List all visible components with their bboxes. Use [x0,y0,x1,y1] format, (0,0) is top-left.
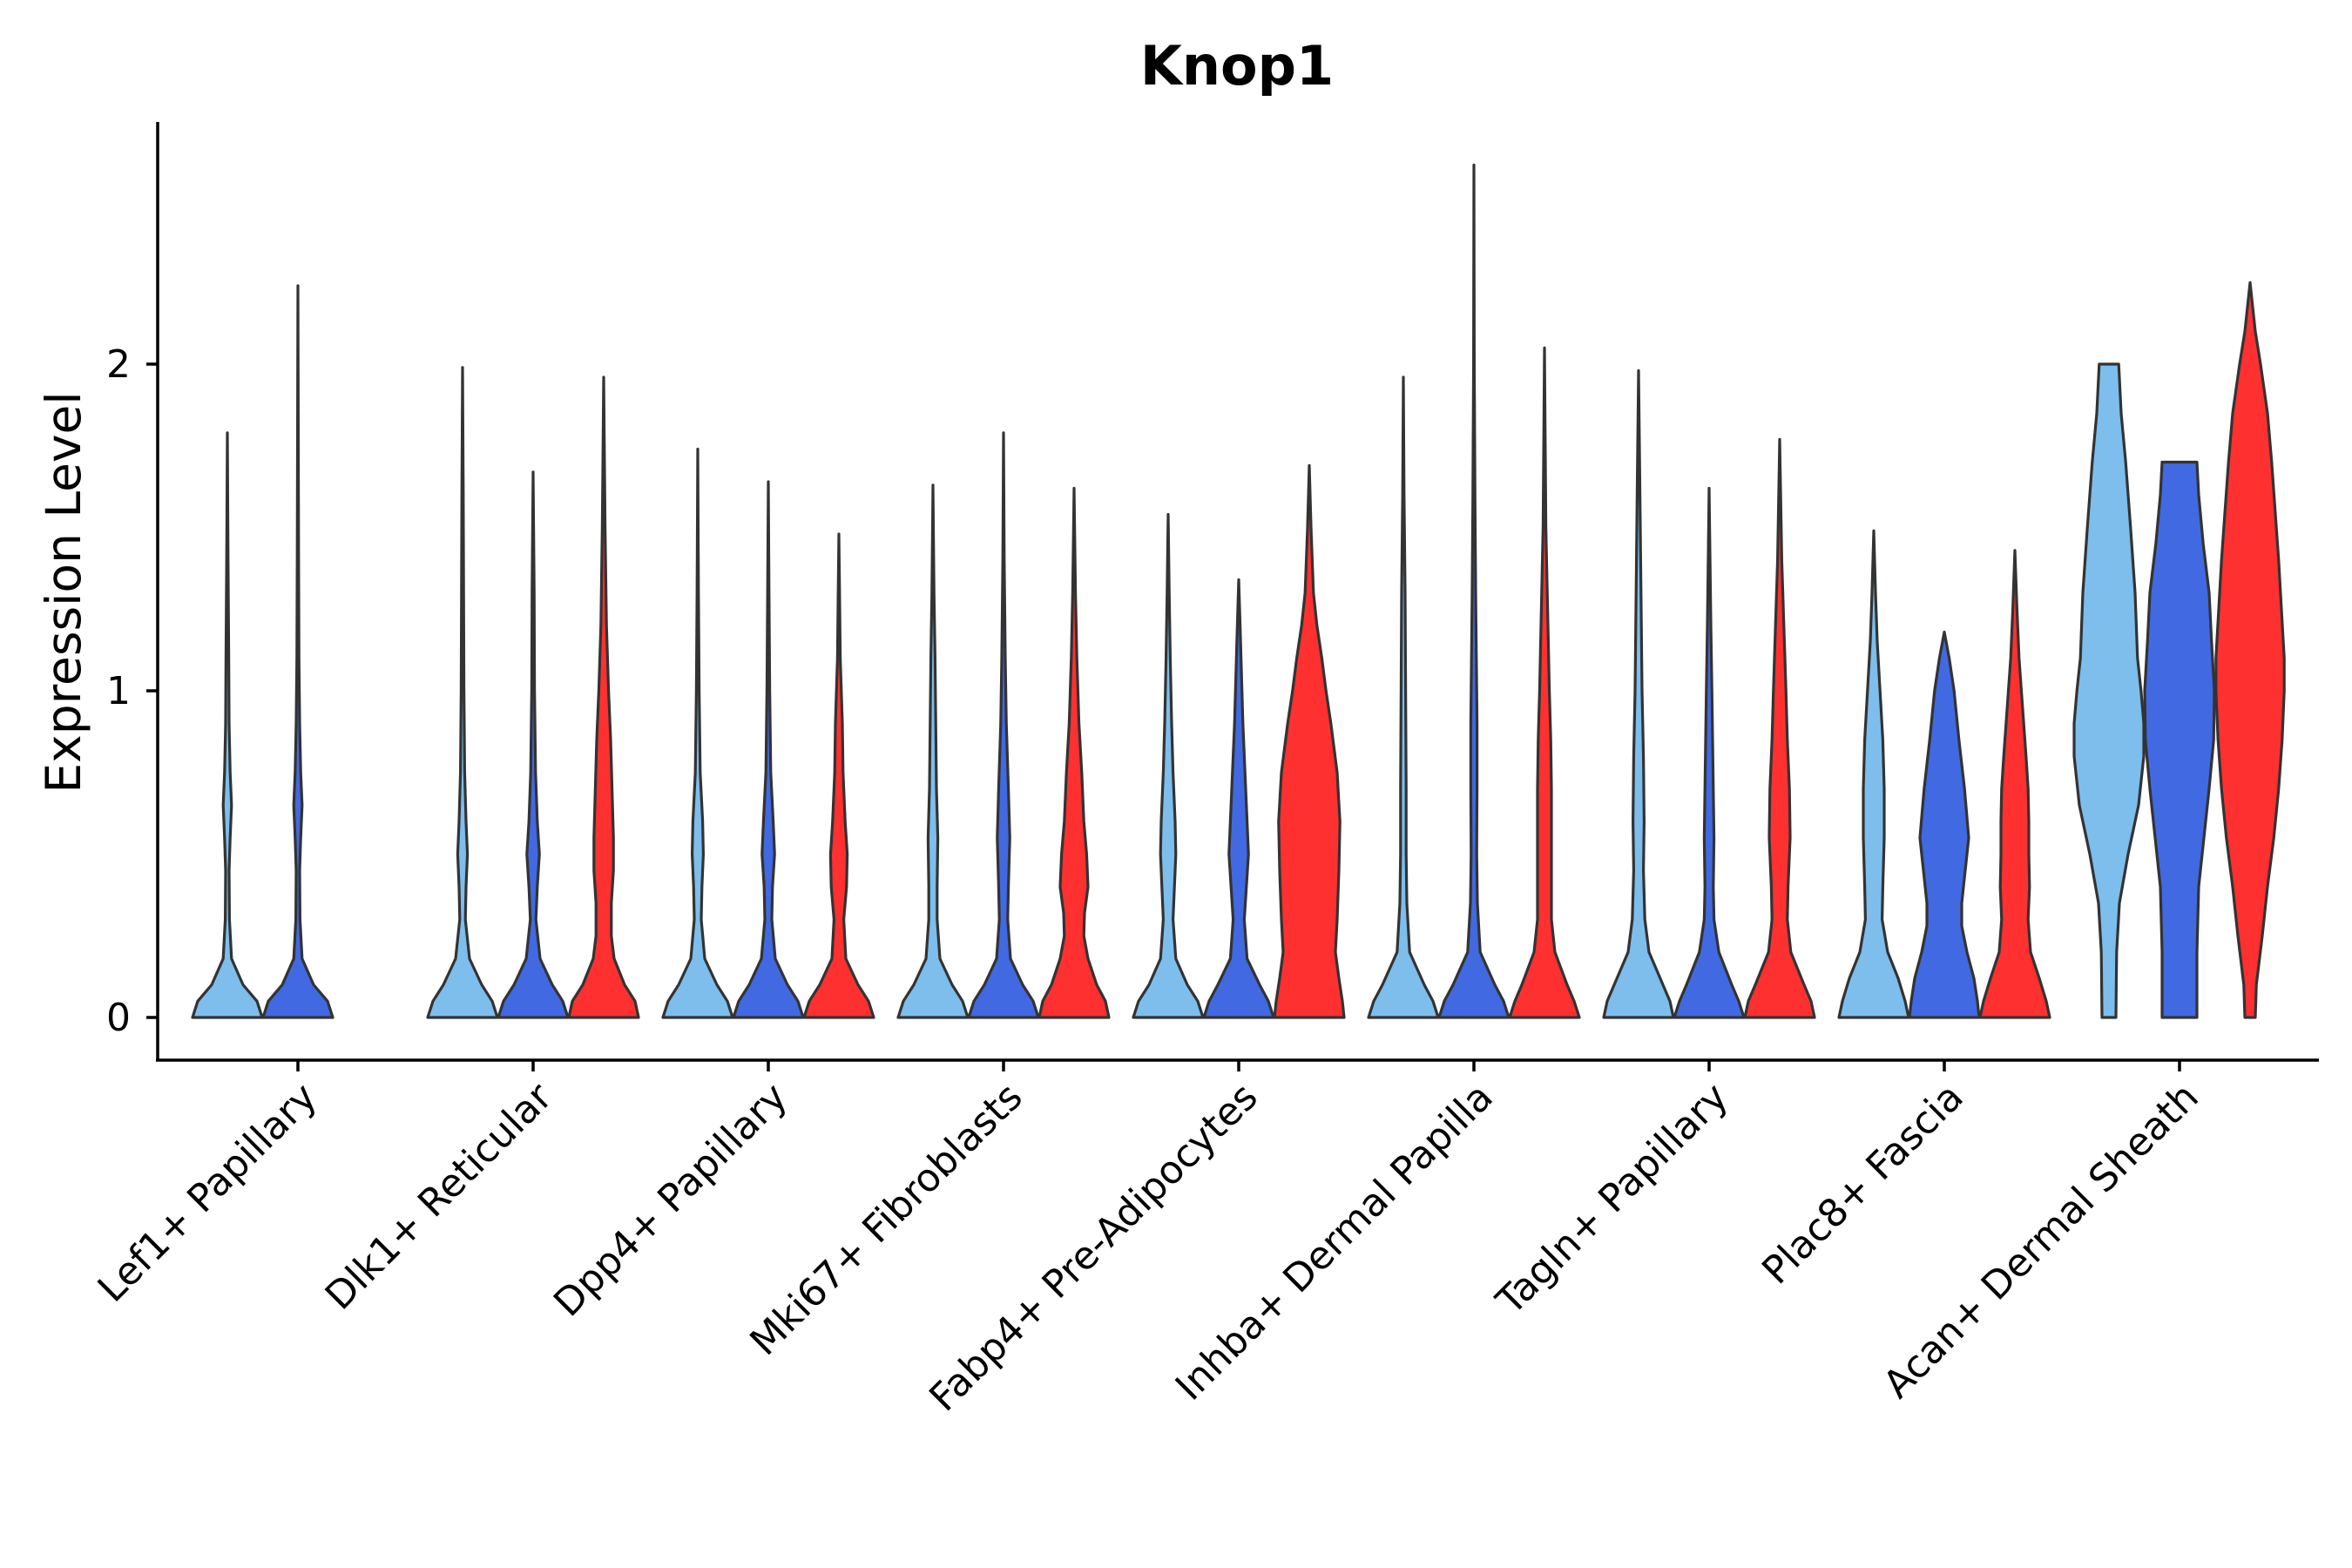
violin-2-1 [732,480,805,1019]
chart-title: Knop1 [1140,34,1334,98]
violin-8-0 [2072,362,2146,1019]
violin-4-2 [1273,463,1346,1019]
violin-0-1 [261,284,335,1019]
violin-5-0 [1367,375,1440,1019]
violin-7-0 [1837,529,1910,1019]
x-tick-label: Plac8+ Fascia [1754,1075,1972,1294]
y-tick-label: 1 [106,669,131,713]
violin-4-1 [1202,578,1275,1019]
y-axis-label: Expression Level [36,391,91,793]
violin-3-1 [967,431,1040,1019]
x-tick-label: Tagln+ Papillary [1488,1075,1737,1324]
violin-3-2 [1037,486,1111,1019]
violin-4-0 [1132,512,1205,1019]
violin-3-0 [896,483,970,1019]
violin-1-2 [567,375,640,1019]
x-tick-label: Lef1+ Papillary [90,1075,326,1311]
y-tick-label: 2 [106,342,131,387]
x-tick-label: Dpp4+ Papillary [545,1075,796,1326]
violin-1-1 [497,470,570,1019]
y-ticks-group: 0 1 2 [106,342,158,1040]
violin-7-2 [1978,549,2051,1019]
violin-6-0 [1602,368,1675,1019]
violin-6-1 [1673,486,1746,1019]
violin-8-1 [2143,460,2216,1019]
violin-2-2 [802,532,875,1019]
violin-7-1 [1908,630,1981,1019]
violin-5-1 [1437,163,1511,1019]
x-tick-label: Dlk1+ Reticular [317,1074,562,1319]
violin-6-2 [1743,437,1816,1019]
violin-8-2 [2214,280,2286,1019]
y-tick-label: 0 [106,996,131,1040]
violins-group [191,163,2286,1019]
violin-0-0 [191,431,264,1019]
violin-2-0 [661,447,734,1019]
violin-1-0 [426,366,499,1019]
violin-5-2 [1508,346,1581,1019]
